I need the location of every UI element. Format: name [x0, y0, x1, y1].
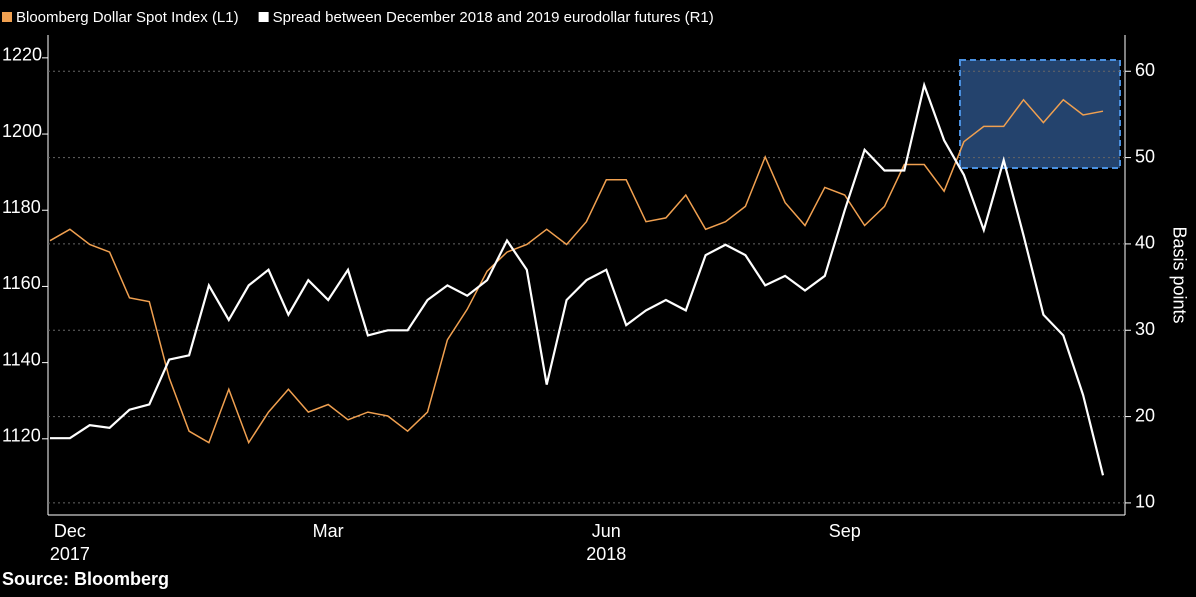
y-tick-label: 1180	[2, 197, 41, 217]
legend-swatch	[258, 12, 269, 22]
x-tick-label: Sep	[829, 521, 861, 541]
y2-tick-label: 20	[1135, 405, 1155, 425]
x-year-label: 2017	[50, 544, 90, 564]
y2-tick-label: 30	[1135, 319, 1155, 339]
source: Source: Bloomberg	[2, 569, 169, 589]
y2-axis-label: Basis points	[1169, 226, 1189, 323]
series-line	[50, 81, 1105, 476]
y2-tick-label: 10	[1135, 492, 1155, 512]
highlight-box	[959, 59, 1121, 169]
y2-tick-label: 60	[1135, 60, 1155, 80]
y2-tick-label: 40	[1135, 233, 1155, 253]
x-year-label: 2018	[586, 544, 626, 564]
y-tick-label: 1140	[2, 349, 41, 369]
y-tick-label: 1120	[2, 426, 41, 446]
x-tick-label: Mar	[313, 521, 344, 541]
series-line	[49, 98, 1104, 445]
y-tick-label: 1220	[2, 45, 42, 65]
x-tick-label: Jun	[592, 521, 621, 541]
y2-tick-label: 50	[1135, 146, 1155, 166]
y-tick-label: 1160	[2, 273, 41, 293]
legend-label: Bloomberg Dollar Spot Index (L1)	[16, 9, 239, 26]
legend-label: Spread between December 2018 and 2019 eu…	[273, 9, 714, 26]
x-tick-label: Dec	[54, 521, 86, 541]
legend-swatch	[2, 12, 12, 22]
y-tick-label: 1200	[2, 121, 42, 141]
